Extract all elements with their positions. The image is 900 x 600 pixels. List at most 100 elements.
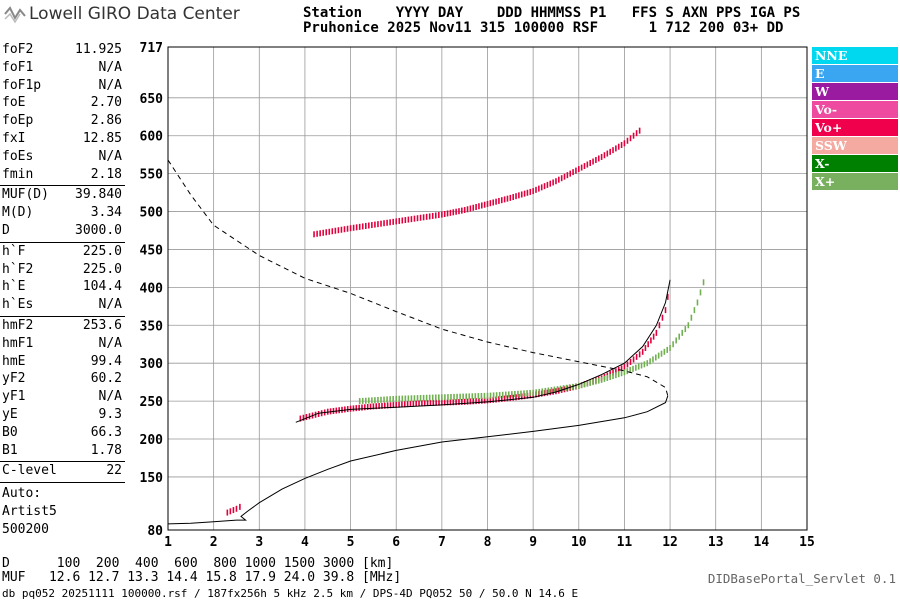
- param-row: D 3000.0: [2, 223, 122, 241]
- param-row: fmin 2.18: [2, 167, 122, 185]
- param-row: fxI 12.85: [2, 131, 122, 149]
- param-name: MUF(D): [2, 187, 49, 203]
- x-tick-label: 12: [662, 535, 678, 550]
- param-value: 99.4: [90, 353, 122, 369]
- param-name: D: [2, 223, 10, 238]
- param-separator: [0, 461, 125, 463]
- x-tick-label: 13: [708, 535, 724, 550]
- x-tick-label: 15: [799, 535, 815, 550]
- param-name: hmE: [2, 353, 26, 369]
- param-row: foF1 N/A: [2, 60, 122, 78]
- station-line-2: Pruhonice 2025 Nov11 315 100000 RSF 1 71…: [303, 20, 784, 36]
- param-value: N/A: [98, 148, 122, 164]
- y-tick-label: 250: [140, 395, 164, 410]
- param-value: 225.0: [82, 243, 122, 259]
- param-row: MUF(D) 39.840: [2, 187, 122, 205]
- param-row: foF2 11.925: [2, 42, 122, 60]
- param-value: 225.0: [82, 261, 122, 277]
- logo: Lowell GIRO Data Center: [4, 4, 240, 24]
- param-value: N/A: [98, 77, 122, 93]
- param-name: h`F: [2, 243, 26, 259]
- param-value: N/A: [98, 335, 122, 351]
- plot-frame: [167, 46, 808, 531]
- param-row: C-level 22: [2, 463, 122, 481]
- param-name: foF1: [2, 59, 34, 75]
- param-value: 22: [106, 463, 122, 479]
- y-tick-label: 80: [147, 524, 163, 539]
- auto-line: Auto:: [2, 486, 42, 502]
- param-value: 253.6: [82, 318, 122, 333]
- y-tick-label: 300: [140, 357, 164, 372]
- distance-row: D 100 200 400 600 800 1000 1500 3000 [km…: [2, 556, 394, 571]
- param-name: hmF2: [2, 318, 34, 333]
- param-value: N/A: [98, 59, 122, 75]
- param-name: fmin: [2, 166, 34, 182]
- y-tick-label: 717: [140, 41, 163, 56]
- x-tick-label: 8: [484, 535, 492, 550]
- legend-item: X-: [812, 155, 898, 172]
- legend-item: X+: [812, 173, 898, 190]
- y-tick-label: 600: [140, 130, 164, 145]
- param-name: foEs: [2, 148, 34, 164]
- param-name: B1: [2, 442, 18, 458]
- param-row: hmE 99.4: [2, 354, 122, 372]
- param-row: B1 1.78: [2, 443, 122, 461]
- station-header: Station YYYY DAY DDD HHMMSS P1 FFS S AXN…: [303, 6, 800, 36]
- param-row: foEs N/A: [2, 149, 122, 167]
- param-name: yF1: [2, 389, 26, 405]
- param-value: 11.925: [75, 42, 122, 57]
- param-value: 3.34: [90, 205, 122, 221]
- param-value: N/A: [98, 389, 122, 405]
- legend-item: W: [812, 83, 898, 100]
- y-tick-label: 200: [140, 433, 164, 448]
- legend-item: E: [812, 65, 898, 82]
- param-value: 2.86: [90, 113, 122, 129]
- param-separator: [0, 185, 125, 187]
- y-tick-label: 400: [140, 281, 164, 296]
- x-tick-label: 9: [529, 535, 537, 550]
- y-tick-label: 450: [140, 243, 164, 258]
- param-row: h`Es N/A: [2, 297, 122, 315]
- param-value: 60.2: [90, 371, 122, 387]
- param-row: foE 2.70: [2, 95, 122, 113]
- param-row: M(D) 3.34: [2, 205, 122, 223]
- station-line-1: Station YYYY DAY DDD HHMMSS P1 FFS S AXN…: [303, 5, 801, 21]
- param-row: yF1 N/A: [2, 389, 122, 407]
- model-curve: [167, 395, 669, 525]
- y-tick-label: 150: [140, 471, 164, 486]
- param-separator: [0, 241, 125, 243]
- param-name: foF1p: [2, 77, 42, 93]
- x-tick-label: 2: [210, 535, 218, 550]
- param-row: h`F2 225.0: [2, 262, 122, 280]
- param-row: h`F 225.0: [2, 244, 122, 262]
- x-tick-label: 5: [347, 535, 355, 550]
- y-tick-label: 650: [140, 92, 164, 107]
- param-name: h`Es: [2, 297, 34, 313]
- y-tick-label: 550: [140, 168, 164, 183]
- param-name: yE: [2, 407, 18, 422]
- param-name: foF2: [2, 42, 34, 57]
- param-row: B0 66.3: [2, 425, 122, 443]
- param-name: foE: [2, 95, 26, 111]
- x-tick-label: 14: [754, 535, 770, 550]
- brand-name: Lowell GIRO Data Center: [29, 4, 240, 24]
- param-value: 3000.0: [75, 223, 122, 238]
- muf-row: MUF 12.6 12.7 13.3 14.4 15.8 17.9 24.0 3…: [2, 570, 402, 585]
- x-tick-label: 4: [301, 535, 309, 550]
- param-row: hmF2 253.6: [2, 318, 122, 336]
- param-row: h`E 104.4: [2, 279, 122, 297]
- x-tick-label: 3: [255, 535, 263, 550]
- param-value: 12.85: [82, 131, 122, 146]
- model-curve: [167, 159, 669, 396]
- distance-muf-table: D 100 200 400 600 800 1000 1500 3000 [km…: [2, 557, 401, 585]
- giro-logo-icon: [4, 6, 26, 24]
- param-name: C-level: [2, 463, 57, 479]
- param-value: N/A: [98, 297, 122, 313]
- y-tick-label: 350: [140, 319, 164, 334]
- param-name: M(D): [2, 205, 34, 221]
- auto-line: 500200: [2, 522, 49, 538]
- param-row: yE 9.3: [2, 407, 122, 425]
- x-tick-label: 6: [392, 535, 400, 550]
- x-tick-label: 7: [438, 535, 446, 550]
